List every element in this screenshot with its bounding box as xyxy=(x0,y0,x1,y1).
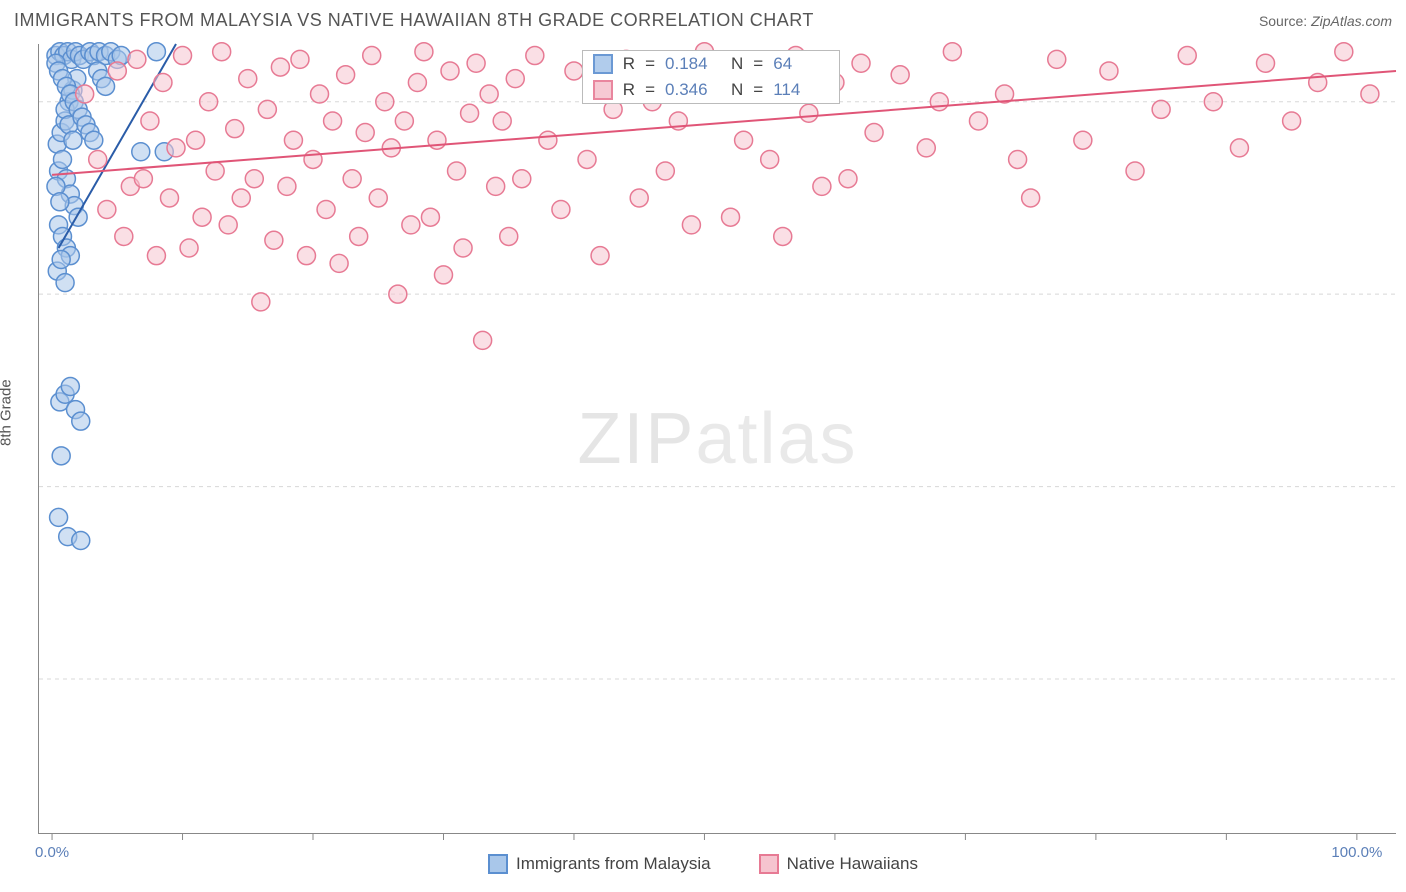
r-value: 0.346 xyxy=(665,80,721,100)
correlation-row: R = 0.184 N = 64 xyxy=(583,51,839,77)
legend-label: Immigrants from Malaysia xyxy=(516,854,711,874)
r-value: 0.184 xyxy=(665,54,721,74)
n-value: 114 xyxy=(773,80,829,100)
n-label: N xyxy=(731,54,743,74)
source-prefix: Source: xyxy=(1259,13,1311,29)
chart-svg xyxy=(39,44,1396,833)
legend-swatch xyxy=(593,80,613,100)
r-label: R xyxy=(623,54,635,74)
eq-label: = xyxy=(753,80,763,100)
legend-swatch xyxy=(488,854,508,874)
bottom-legend: Immigrants from Malaysia Native Hawaiians xyxy=(0,854,1406,874)
eq-label: = xyxy=(753,54,763,74)
legend-swatch xyxy=(759,854,779,874)
n-value: 64 xyxy=(773,54,829,74)
eq-label: = xyxy=(645,80,655,100)
correlation-legend-box: R = 0.184 N = 64 R = 0.346 N = 114 xyxy=(582,50,840,104)
legend-item: Immigrants from Malaysia xyxy=(488,854,711,874)
source-attribution: Source: ZipAtlas.com xyxy=(1259,13,1392,29)
legend-label: Native Hawaiians xyxy=(787,854,918,874)
chart-plot-area: ZIPatlas R=0.184N=64R=0.346N=114 85.0%90… xyxy=(38,44,1396,834)
title-bar: IMMIGRANTS FROM MALAYSIA VS NATIVE HAWAI… xyxy=(0,0,1406,37)
r-label: R xyxy=(623,80,635,100)
correlation-row: R = 0.346 N = 114 xyxy=(583,77,839,103)
n-label: N xyxy=(731,80,743,100)
eq-label: = xyxy=(645,54,655,74)
chart-title: IMMIGRANTS FROM MALAYSIA VS NATIVE HAWAI… xyxy=(14,10,814,31)
legend-item: Native Hawaiians xyxy=(759,854,918,874)
source-name: ZipAtlas.com xyxy=(1311,13,1392,29)
y-axis-label: 8th Grade xyxy=(0,379,15,446)
legend-swatch xyxy=(593,54,613,74)
